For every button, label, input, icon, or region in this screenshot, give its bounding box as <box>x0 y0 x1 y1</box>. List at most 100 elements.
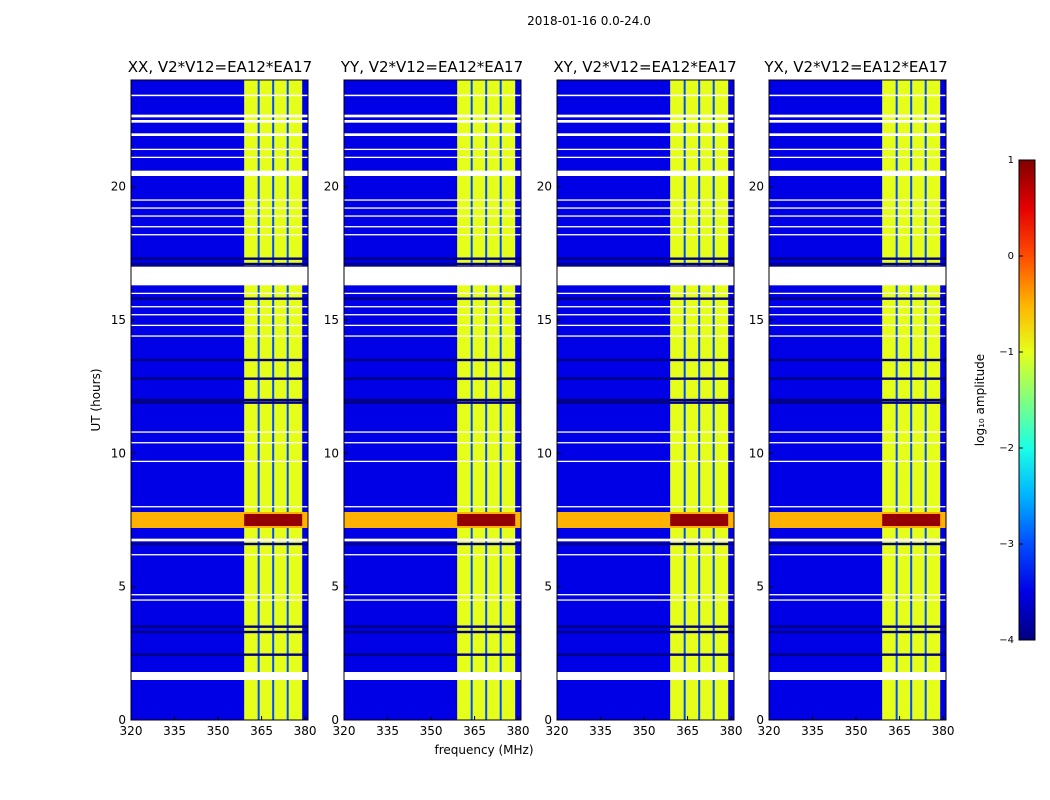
dropout-line <box>769 358 946 362</box>
flag-line <box>131 234 308 236</box>
dropout-line <box>131 257 308 260</box>
flag-line <box>557 506 734 508</box>
dropout-line <box>131 358 308 362</box>
dropout-line <box>557 358 734 362</box>
y-tick-label: 5 <box>118 580 126 594</box>
dropout-line <box>131 377 308 380</box>
flag-line <box>131 442 308 444</box>
flagged-range <box>131 120 308 123</box>
flagged-range <box>557 114 734 118</box>
flag-line <box>344 599 521 601</box>
panel-title-xy: XY, V2*V12=EA12*EA17 <box>553 58 737 76</box>
flagged-range <box>769 170 946 176</box>
flagged-range <box>557 133 734 136</box>
flagged-range <box>557 94 734 97</box>
dropout-line <box>769 630 946 634</box>
dropout-line <box>131 542 308 546</box>
x-tick-label: 320 <box>758 724 781 738</box>
dropout-line <box>131 653 308 656</box>
flagged-range <box>344 94 521 97</box>
flag-line <box>557 442 734 444</box>
dropout-line <box>131 401 308 404</box>
flag-line <box>131 199 308 201</box>
colorbar-tick-label: −3 <box>999 539 1014 550</box>
strong-rfi <box>244 514 303 526</box>
y-tick-label: 10 <box>324 446 339 460</box>
dropout-line <box>769 262 946 266</box>
dropout-line <box>344 257 521 260</box>
x-tick-label: 335 <box>589 724 612 738</box>
flag-line <box>344 314 521 316</box>
y-tick-label: 15 <box>749 313 764 327</box>
dropout-line <box>557 297 734 300</box>
flag-line <box>769 554 946 556</box>
flagged-range <box>769 538 946 542</box>
flag-line <box>344 156 521 159</box>
flag-line <box>344 234 521 236</box>
flag-line <box>344 226 521 228</box>
flag-line <box>557 335 734 337</box>
x-tick-label: 350 <box>207 724 230 738</box>
flagged-range <box>557 538 734 542</box>
flag-line <box>131 431 308 433</box>
flagged-range <box>769 94 946 97</box>
flag-line <box>557 226 734 228</box>
flag-line <box>557 306 734 308</box>
x-tick-label: 365 <box>463 724 486 738</box>
flag-line <box>131 306 308 308</box>
flag-line <box>557 215 734 217</box>
flagged-range <box>769 133 946 136</box>
flag-line <box>557 234 734 236</box>
y-tick-label: 20 <box>537 180 552 194</box>
y-tick-label: 15 <box>324 313 339 327</box>
panel-title-yx: YX, V2*V12=EA12*EA17 <box>764 58 948 76</box>
colorbar-tick-label: 0 <box>1008 251 1014 262</box>
panel-yy: 320 335 350 365 380 0 5 10 15 20 <box>324 79 530 738</box>
dropout-line <box>344 401 521 404</box>
flagged-range <box>769 672 946 680</box>
x-tick-label: 350 <box>633 724 656 738</box>
dropout-line <box>769 398 946 402</box>
x-tick-label: 335 <box>801 724 824 738</box>
dropout-line <box>344 398 521 402</box>
x-axis-label: frequency (MHz) <box>434 743 534 757</box>
x-tick-label: 320 <box>546 724 569 738</box>
flag-line <box>769 148 946 151</box>
flag-line <box>769 234 946 236</box>
flag-line <box>344 506 521 508</box>
dropout-line <box>557 262 734 266</box>
flag-line <box>769 207 946 209</box>
x-tick-label: 380 <box>720 724 743 738</box>
flagged-range <box>131 266 308 286</box>
flagged-range <box>769 120 946 123</box>
flag-line <box>131 215 308 217</box>
x-tick-label: 335 <box>376 724 399 738</box>
flag-line <box>557 314 734 316</box>
axes-frame <box>556 79 735 721</box>
axes-frame <box>343 79 522 721</box>
colorbar-tick-label: −4 <box>999 635 1014 646</box>
flagged-range <box>344 120 521 123</box>
dropout-line <box>769 653 946 656</box>
dropout-line <box>344 625 521 628</box>
flag-line <box>769 599 946 601</box>
dropout-line <box>769 401 946 404</box>
dropout-line <box>557 630 734 634</box>
flag-line <box>557 431 734 433</box>
flag-line <box>557 207 734 209</box>
flag-line <box>344 594 521 596</box>
y-tick-label: 20 <box>111 180 126 194</box>
dropout-line <box>557 377 734 380</box>
y-tick-label: 10 <box>111 446 126 460</box>
flag-line <box>344 324 521 327</box>
flagged-range <box>557 266 734 286</box>
x-tick-label: 380 <box>932 724 955 738</box>
axes-frame <box>768 79 947 721</box>
flag-line <box>769 431 946 433</box>
flagged-range <box>131 672 308 680</box>
flag-line <box>344 442 521 444</box>
flag-line <box>344 306 521 308</box>
dropout-line <box>131 297 308 300</box>
axes-frame <box>130 79 309 721</box>
